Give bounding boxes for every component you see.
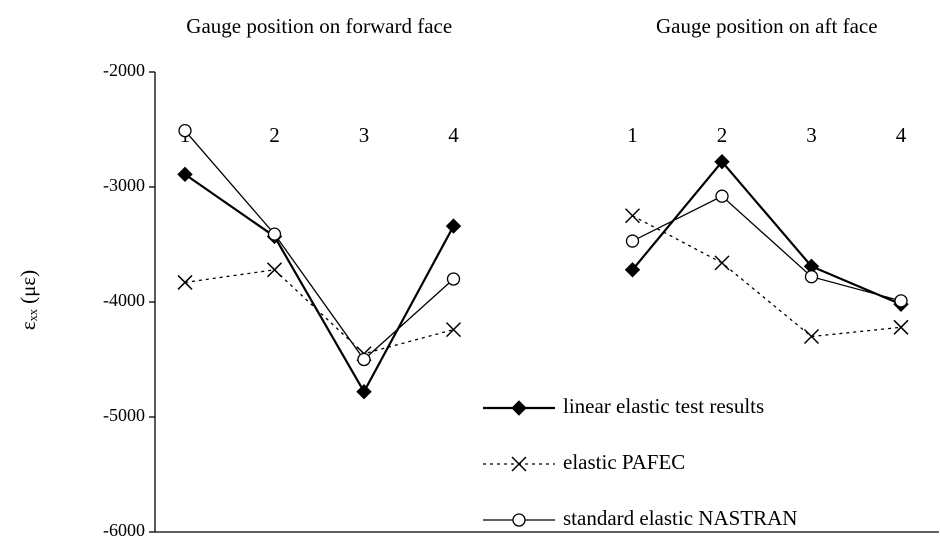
marker-x (445, 322, 462, 338)
legend-marker (511, 400, 527, 416)
marker-diamond (624, 262, 641, 278)
y-tick-label: -6000 (103, 520, 145, 539)
marker-x (893, 319, 909, 335)
marker-circle (178, 123, 192, 138)
marker-circle (894, 294, 908, 308)
marker-diamond (445, 218, 462, 234)
legend-label: linear elastic test results (563, 394, 764, 418)
y-tick-label: -5000 (103, 405, 145, 425)
y-tick-label: -4000 (103, 290, 145, 310)
group-label: Gauge position on forward face (186, 14, 452, 38)
marker-diamond (714, 153, 730, 170)
marker-x (177, 274, 193, 290)
y-tick-label: -2000 (103, 60, 145, 80)
marker-circle (715, 189, 729, 203)
series-line (184, 159, 902, 394)
marker-diamond (356, 383, 372, 400)
x-tick-label: 4 (448, 123, 459, 147)
legend-label: standard elastic NASTRAN (563, 506, 797, 530)
marker-circle (625, 234, 640, 248)
marker-x (624, 208, 641, 224)
series-line (184, 215, 902, 355)
legend-marker (511, 456, 527, 472)
legend-marker (512, 513, 526, 527)
x-tick-label: 1 (627, 123, 638, 147)
marker-diamond (177, 166, 193, 183)
y-axis-label: εₓₓ (με) (16, 270, 40, 330)
x-tick-label: 3 (359, 123, 370, 147)
group-label: Gauge position on aft face (656, 14, 878, 38)
marker-circle (804, 270, 819, 284)
marker-x (266, 262, 283, 278)
y-tick-label: -3000 (103, 175, 145, 195)
marker-circle (267, 227, 282, 241)
x-tick-label: 4 (896, 123, 907, 147)
marker-x (803, 328, 820, 345)
x-tick-label: 2 (269, 123, 280, 147)
marker-circle (357, 352, 371, 367)
series-line (184, 130, 902, 361)
marker-circle (446, 272, 461, 286)
legend-label: elastic PAFEC (563, 450, 685, 474)
x-tick-label: 2 (717, 123, 728, 147)
marker-x (714, 255, 730, 271)
x-tick-label: 3 (806, 123, 817, 147)
